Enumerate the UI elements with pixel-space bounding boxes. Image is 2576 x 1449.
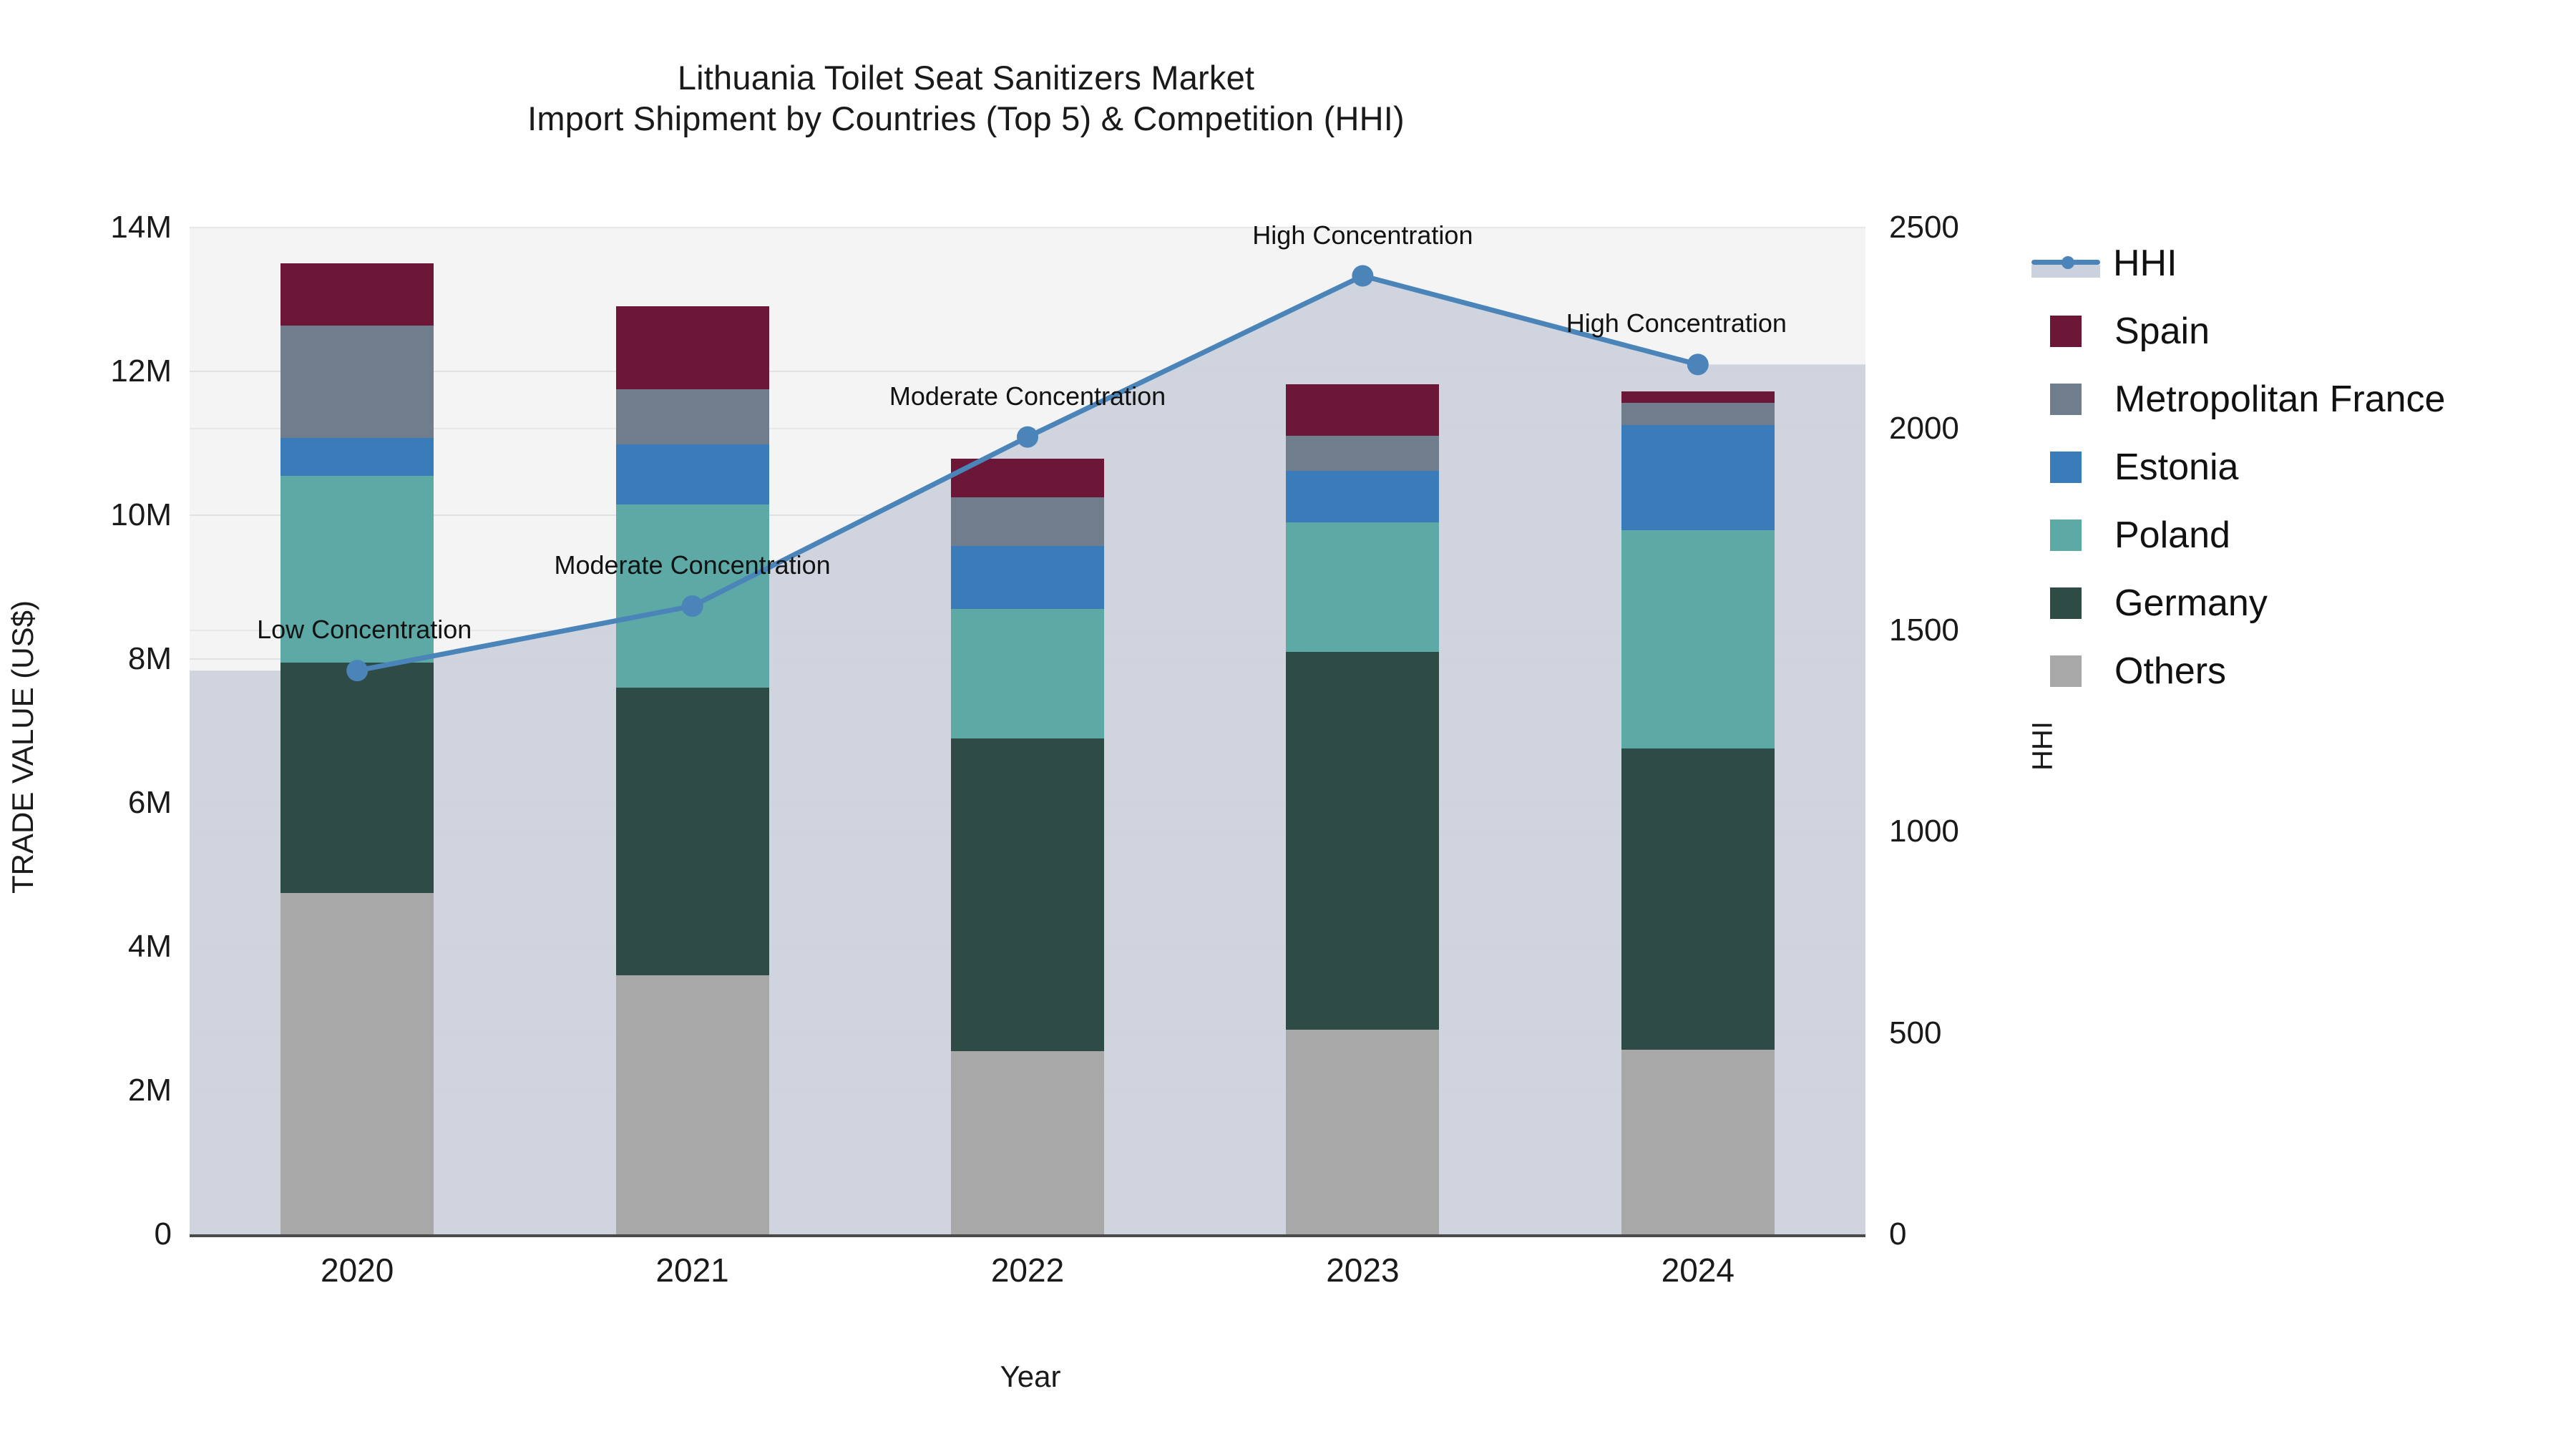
legend-item-label: Others — [2114, 650, 2227, 692]
x-axis-label: Year — [1000, 1360, 1061, 1393]
bar-column[interactable] — [1621, 228, 1775, 1234]
bar-segment-poland[interactable] — [951, 608, 1104, 738]
bar-segment-metropolitan-france[interactable] — [1621, 403, 1775, 426]
y-axis-left-tick-label: 14M — [110, 210, 172, 245]
bar-segment-estonia[interactable] — [615, 444, 769, 504]
legend-color-swatch — [2050, 451, 2082, 483]
y-axis-left-tick-label: 10M — [110, 497, 172, 532]
legend-item-label: Germany — [2114, 582, 2268, 624]
gridline — [190, 227, 1865, 228]
x-axis-tick-label: 2024 — [1661, 1252, 1735, 1289]
bar-segment-others[interactable] — [951, 1050, 1104, 1234]
annotation-label: Moderate Concentration — [889, 381, 1166, 411]
legend-item-label: Poland — [2114, 514, 2230, 556]
legend-line-swatch-icon — [2031, 248, 2100, 279]
bar-segment-poland[interactable] — [615, 504, 769, 688]
bar-segment-estonia[interactable] — [1621, 425, 1775, 531]
bar-segment-germany[interactable] — [951, 738, 1104, 1051]
legend-item-spain[interactable]: Spain — [2050, 297, 2565, 365]
x-axis-tick-label: 2020 — [321, 1252, 394, 1289]
y-axis-left-tick-label: 0 — [154, 1216, 172, 1252]
legend-item-germany[interactable]: Germany — [2050, 569, 2565, 637]
y-axis-right-tick-label: 1500 — [1889, 612, 1959, 648]
y-axis-right-tick-label: 1000 — [1889, 814, 1959, 849]
legend-marker-dot — [2062, 255, 2074, 269]
legend-item-label: HHI — [2113, 242, 2177, 284]
bar-segment-germany[interactable] — [1286, 651, 1440, 1030]
y-axis-left-tick-label: 6M — [127, 785, 172, 820]
y-axis-left-tick-label: 12M — [110, 353, 172, 389]
legend-item-label: Spain — [2114, 310, 2210, 352]
bar-column[interactable] — [280, 228, 434, 1234]
legend-area-band — [2031, 264, 2100, 278]
legend-item-poland[interactable]: Poland — [2050, 501, 2565, 569]
legend-item-hhi[interactable]: HHI — [2031, 229, 2565, 297]
legend-color-swatch — [2050, 587, 2082, 619]
y-axis-right-tick-label: 500 — [1889, 1015, 1942, 1050]
bar-segment-others[interactable] — [280, 892, 434, 1234]
bar-segment-others[interactable] — [1621, 1049, 1775, 1234]
y-axis-right-tick-label: 2500 — [1889, 210, 1959, 245]
x-axis-tick-label: 2023 — [1326, 1252, 1400, 1289]
annotation-label: High Concentration — [1566, 308, 1787, 338]
legend-color-swatch — [2050, 519, 2082, 551]
bar-segment-metropolitan-france[interactable] — [1286, 436, 1440, 471]
bar-segment-metropolitan-france[interactable] — [615, 389, 769, 444]
title-line-2: Import Shipment by Countries (Top 5) & C… — [527, 99, 1405, 138]
bar-segment-spain[interactable] — [951, 458, 1104, 497]
bar-segment-poland[interactable] — [1621, 530, 1775, 748]
x-axis-tick-label: 2021 — [655, 1252, 729, 1289]
legend-color-swatch — [2050, 383, 2082, 415]
y-axis-right-tick-label: 0 — [1889, 1216, 1907, 1252]
legend-color-swatch — [2050, 655, 2082, 687]
legend-item-estonia[interactable]: Estonia — [2050, 433, 2565, 501]
title-line-1: Lithuania Toilet Seat Sanitizers Market — [677, 59, 1255, 97]
legend: HHI Spain Metropolitan France Estonia Poland… — [2031, 229, 2565, 705]
chart-title: Lithuania Toilet Seat Sanitizers Market … — [0, 57, 1932, 140]
annotation-label: High Concentration — [1252, 220, 1473, 250]
legend-color-swatch — [2050, 315, 2082, 347]
bar-column[interactable] — [1286, 228, 1440, 1234]
legend-item-label: Estonia — [2114, 446, 2239, 488]
y-axis-left-tick-label: 4M — [127, 929, 172, 964]
x-axis-spine — [190, 1234, 1865, 1237]
bar-segment-spain[interactable] — [280, 263, 434, 326]
bar-segment-others[interactable] — [615, 975, 769, 1234]
bar-segment-estonia[interactable] — [280, 438, 434, 476]
bar-segment-germany[interactable] — [1621, 748, 1775, 1050]
x-axis-tick-label: 2022 — [990, 1252, 1065, 1289]
bar-segment-spain[interactable] — [1621, 391, 1775, 404]
bar-column[interactable] — [615, 228, 769, 1234]
bar-segment-spain[interactable] — [615, 306, 769, 390]
bar-segment-spain[interactable] — [1286, 384, 1440, 436]
annotation-label: Moderate Concentration — [554, 550, 831, 580]
legend-item-label: Metropolitan France — [2114, 378, 2446, 420]
bar-segment-metropolitan-france[interactable] — [951, 497, 1104, 547]
plot-area: Low Concentration Moderate Concentration M… — [190, 220, 1865, 1235]
bar-segment-germany[interactable] — [615, 688, 769, 976]
legend-item-others[interactable]: Others — [2050, 637, 2565, 705]
bar-segment-others[interactable] — [1286, 1029, 1440, 1234]
y-axis-right-tick-label: 2000 — [1889, 411, 1959, 447]
bar-segment-poland[interactable] — [1286, 522, 1440, 652]
bar-column[interactable] — [951, 228, 1104, 1234]
y-axis-left-label: TRADE VALUE (US$) — [6, 600, 39, 894]
y-axis-left-tick-label: 8M — [127, 641, 172, 676]
legend-item-metropolitan-france[interactable]: Metropolitan France — [2050, 365, 2565, 433]
annotation-label: Low Concentration — [257, 615, 472, 645]
y-axis-left-tick-label: 2M — [127, 1073, 172, 1108]
bar-segment-estonia[interactable] — [1286, 470, 1440, 523]
bar-segment-germany[interactable] — [280, 663, 434, 893]
bar-segment-metropolitan-france[interactable] — [280, 325, 434, 439]
bar-segment-estonia[interactable] — [951, 546, 1104, 609]
